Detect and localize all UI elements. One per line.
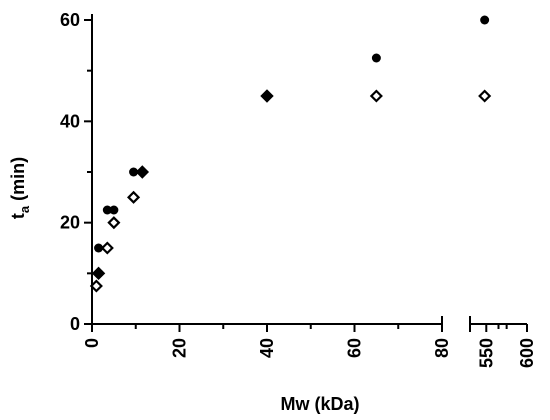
data-point-open-diamond <box>100 241 114 255</box>
data-point-filled-circle <box>480 15 490 25</box>
x-tick-label: 60 <box>345 338 365 358</box>
y-tick-label: 0 <box>70 314 80 334</box>
x-tick-label: 40 <box>257 338 277 358</box>
data-point-open-diamond <box>107 216 121 230</box>
y-tick-label: 60 <box>60 10 80 30</box>
data-point-filled-diamond <box>135 165 150 179</box>
x-tick-label: 550 <box>476 338 496 368</box>
data-point-filled-circle <box>109 205 119 215</box>
x-tick-label: 20 <box>170 338 190 358</box>
x-axis: 0 20 40 60 80 550 600 <box>82 316 537 368</box>
data-points <box>89 15 492 293</box>
y-axis-title-unit: (min) <box>8 157 28 206</box>
data-point-filled-circle <box>371 53 381 63</box>
x-tick-label: 80 <box>432 338 452 358</box>
data-point-open-diamond <box>478 89 492 103</box>
y-tick-label: 40 <box>60 111 80 131</box>
x-ticks: 0 20 40 60 80 550 600 <box>82 324 537 368</box>
data-point-open-diamond <box>369 89 383 103</box>
y-axis-title-main: t <box>8 213 28 219</box>
y-ticks: 0 20 40 60 <box>60 10 92 334</box>
x-tick-label: 0 <box>82 338 102 348</box>
y-tick-label: 20 <box>60 213 80 233</box>
x-tick-label: 600 <box>517 338 537 368</box>
x-axis-title: Mw (kDa) <box>280 394 359 414</box>
data-point-filled-circle <box>94 243 104 253</box>
y-axis-title-subscript: a <box>17 205 32 213</box>
data-point-filled-circle <box>102 205 112 215</box>
y-axis: 0 20 40 60 <box>60 10 93 334</box>
data-point-filled-diamond <box>91 266 106 281</box>
data-point-filled-diamond <box>260 89 274 103</box>
data-point-open-diamond <box>127 190 141 204</box>
data-point-filled-circle <box>129 167 139 177</box>
data-point-open-diamond <box>89 279 103 293</box>
y-axis-title: ta (min) <box>8 157 32 219</box>
